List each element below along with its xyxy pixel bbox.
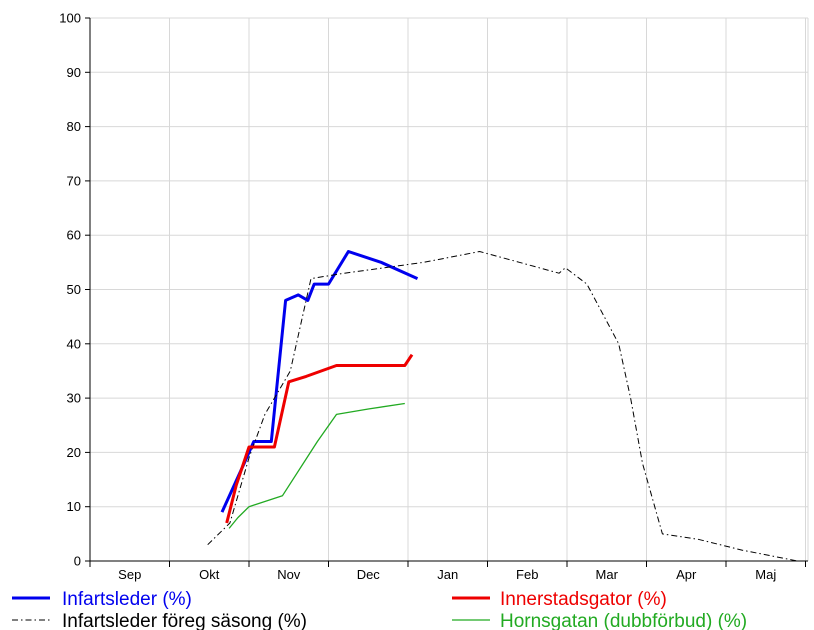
x-tick-label: Feb xyxy=(516,567,538,582)
legend: Infartsleder (%)Infartsleder föreg säson… xyxy=(12,589,747,630)
y-tick-label: 30 xyxy=(67,391,81,406)
gridlines xyxy=(90,17,809,561)
x-tick-label: Dec xyxy=(357,567,381,582)
y-tick-label: 0 xyxy=(74,554,81,569)
legend-label-1: Infartsleder föreg säsong (%) xyxy=(62,611,307,630)
y-tick-label: 90 xyxy=(67,65,81,80)
series-line-2 xyxy=(225,353,414,524)
axes: 0 10 20 30 40 50 60 70 80 90 100 Sep Okt Nov Dec Jan Feb… xyxy=(59,11,808,582)
x-tick-label: Jan xyxy=(437,567,458,582)
y-tick-label: 100 xyxy=(59,11,81,26)
y-tick-label: 20 xyxy=(67,445,81,460)
y-tick-label: 60 xyxy=(67,228,81,243)
x-tick-label: Mar xyxy=(596,567,619,582)
x-tick-label: Okt xyxy=(199,567,220,582)
y-tick-label: 80 xyxy=(67,119,81,134)
y-tick-label: 70 xyxy=(67,173,81,188)
x-tick-label: Apr xyxy=(676,567,697,582)
series-lines xyxy=(207,250,798,562)
x-tick-label: Maj xyxy=(755,567,776,582)
series-line-0 xyxy=(220,250,419,513)
x-tick-label: Sep xyxy=(118,567,141,582)
legend-label-3: Hornsgatan (dubbförbud) (%) xyxy=(500,611,747,630)
y-tick-label: 40 xyxy=(67,336,81,351)
y-tick-label: 50 xyxy=(67,282,81,297)
legend-label-0: Infartsleder (%) xyxy=(62,589,192,610)
x-tick-label: Nov xyxy=(277,567,301,582)
series-line-1 xyxy=(207,251,798,562)
y-tick-label: 10 xyxy=(67,499,81,514)
legend-label-2: Innerstadsgator (%) xyxy=(500,589,667,610)
series-line-3 xyxy=(228,402,405,529)
